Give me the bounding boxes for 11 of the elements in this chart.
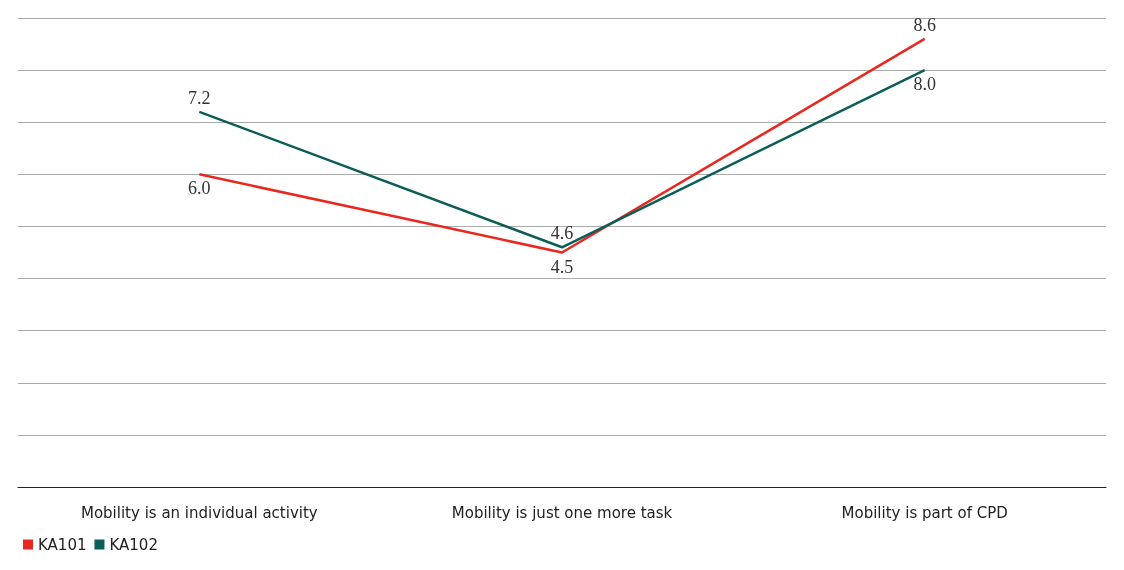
data-label: 4.6	[550, 223, 574, 244]
legend-label: KA102	[109, 535, 158, 554]
data-label: 8.0	[913, 74, 936, 95]
data-label: 7.2	[188, 87, 211, 108]
data-label: 6.0	[188, 178, 211, 199]
x-tick-label: Mobility is just one more task	[451, 503, 673, 522]
x-tick-label: Mobility is an individual activity	[80, 503, 318, 522]
legend-label: KA101	[38, 535, 87, 554]
x-tick-label: Mobility is part of CPD	[841, 503, 1008, 522]
data-label: 8.6	[913, 14, 936, 35]
data-label: 4.5	[550, 256, 574, 277]
